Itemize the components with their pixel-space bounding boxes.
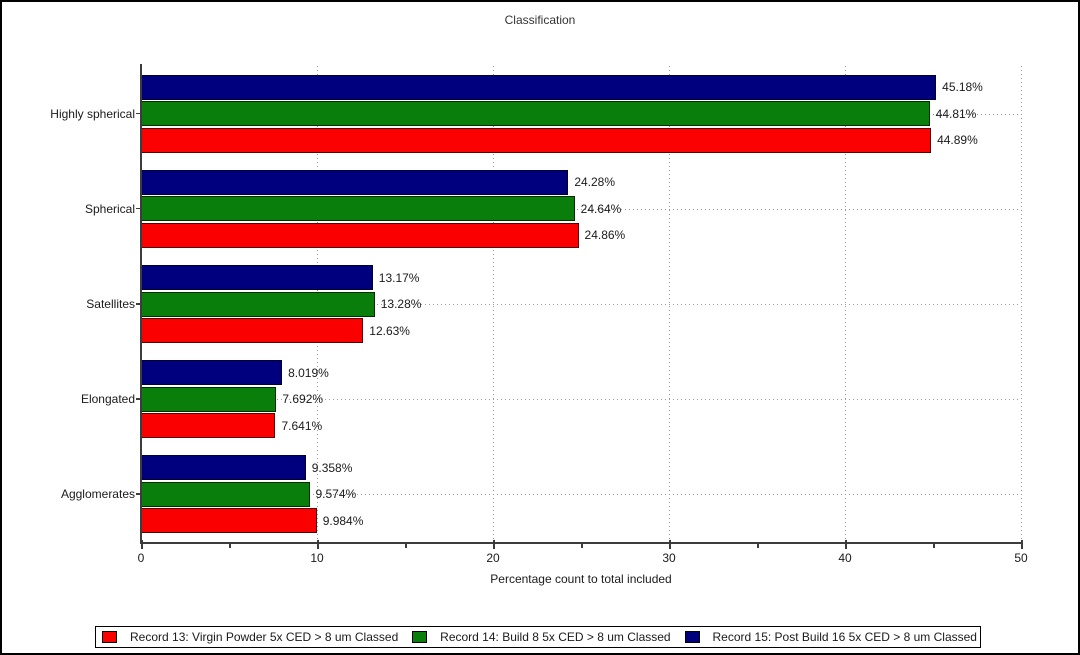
y-axis-line xyxy=(140,64,142,544)
bar-value-label: 8.019% xyxy=(288,365,329,380)
x-axis-major-tick xyxy=(845,540,847,549)
x-axis-major-tick xyxy=(493,540,495,549)
legend-label: Record 15: Post Build 16 5x CED > 8 um C… xyxy=(712,630,977,644)
bar-value-label: 12.63% xyxy=(369,323,410,338)
bar xyxy=(141,265,373,290)
y-axis-tick xyxy=(136,493,141,495)
x-tick-label: 50 xyxy=(1014,551,1028,565)
category-label: Satellites xyxy=(86,297,135,311)
x-axis-minor-tick xyxy=(581,542,583,548)
x-axis-major-tick xyxy=(1021,540,1023,549)
bar xyxy=(141,481,310,507)
x-tick-label: 40 xyxy=(838,551,852,565)
legend: Record 13: Virgin Powder 5x CED > 8 um C… xyxy=(95,626,981,648)
legend-item: Record 14: Build 8 5x CED > 8 um Classed xyxy=(412,630,671,644)
category-label: Spherical xyxy=(84,201,135,216)
chart-title: Classification xyxy=(504,13,576,27)
x-axis-major-tick xyxy=(141,540,143,549)
y-axis-tick xyxy=(136,303,141,305)
legend-item: Record 15: Post Build 16 5x CED > 8 um C… xyxy=(684,630,977,644)
legend-label: Record 14: Build 8 5x CED > 8 um Classed xyxy=(440,630,671,644)
x-axis-minor-tick xyxy=(933,542,935,548)
bar xyxy=(141,127,932,153)
bar xyxy=(141,222,579,248)
bar xyxy=(141,291,375,317)
bar xyxy=(141,455,306,481)
y-axis-tick xyxy=(136,112,141,115)
x-tick-label: 10 xyxy=(310,551,324,565)
bar-value-label: 24.64% xyxy=(580,201,622,216)
bar-value-label: 9.984% xyxy=(322,513,364,528)
x-axis-label: Percentage count to total included xyxy=(490,572,672,586)
category-label: Elongated xyxy=(80,392,135,407)
bar xyxy=(141,74,937,100)
bar-value-label: 9.574% xyxy=(315,487,357,502)
bar-value-label: 7.641% xyxy=(281,418,323,433)
bar-value-label: 9.358% xyxy=(311,460,353,475)
legend-item: Record 13: Virgin Powder 5x CED > 8 um C… xyxy=(102,630,398,644)
gridline-horizontal xyxy=(141,304,1021,305)
bar-value-label: 13.28% xyxy=(380,297,422,311)
category-label: Agglomerates xyxy=(60,487,135,502)
y-axis-tick xyxy=(136,207,141,210)
bar xyxy=(141,169,569,195)
bar-value-label: 13.17% xyxy=(378,270,420,285)
bar xyxy=(141,508,317,534)
bar-value-label: 24.86% xyxy=(584,228,626,243)
bar xyxy=(141,413,276,439)
x-tick-label: 20 xyxy=(486,551,500,565)
bar xyxy=(141,360,283,386)
gridline-vertical xyxy=(1021,66,1022,542)
x-axis-minor-tick xyxy=(757,542,759,548)
bar xyxy=(141,386,277,412)
bar-value-label: 45.18% xyxy=(942,80,983,95)
legend-swatch xyxy=(412,631,428,643)
x-tick-label: 30 xyxy=(662,551,676,565)
x-axis-major-tick xyxy=(317,540,319,549)
x-tick-label: 0 xyxy=(137,551,145,565)
bar xyxy=(141,318,364,343)
gridline-horizontal xyxy=(141,399,1021,401)
bar-value-label: 44.89% xyxy=(937,133,978,148)
bar xyxy=(141,196,575,222)
x-axis-minor-tick xyxy=(405,542,407,548)
legend-swatch xyxy=(102,631,117,643)
y-axis-tick xyxy=(136,398,141,400)
gridline-horizontal xyxy=(141,494,1021,496)
category-label: Highly spherical xyxy=(50,106,135,121)
x-axis-minor-tick xyxy=(229,542,231,548)
legend-label: Record 13: Virgin Powder 5x CED > 8 um C… xyxy=(130,630,399,644)
gridline-horizontal xyxy=(141,208,1021,210)
bar-value-label: 7.692% xyxy=(282,392,324,407)
x-axis-major-tick xyxy=(669,540,671,549)
bar-value-label: 44.81% xyxy=(935,106,977,121)
bar xyxy=(141,101,930,127)
bar-value-label: 24.28% xyxy=(574,175,616,190)
legend-swatch xyxy=(684,631,700,643)
